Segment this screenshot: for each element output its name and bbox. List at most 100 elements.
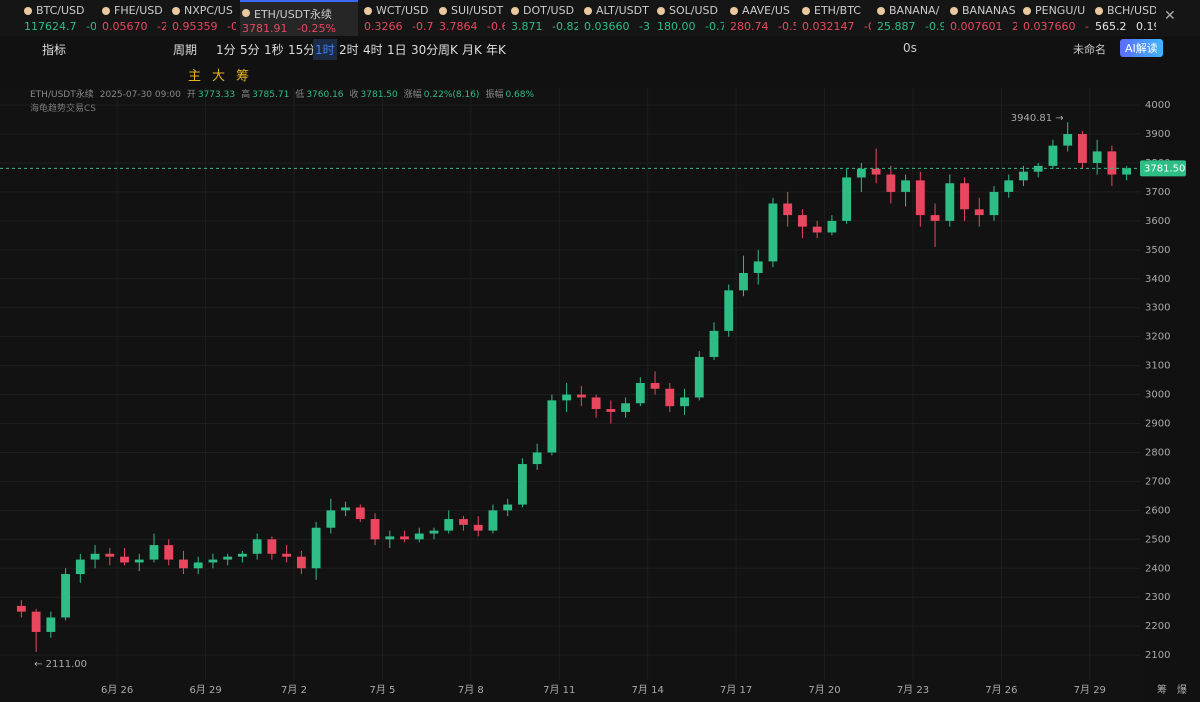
ticker-price: 0.03660 — [584, 20, 630, 33]
candle-body — [562, 394, 572, 401]
info-close: 3781.50 — [360, 90, 398, 100]
ticker-tab[interactable]: BANANA/25.887 -0.9 — [875, 0, 944, 36]
info-change: 0.22%(8.16) — [423, 90, 480, 100]
y-tick-label: 3100 — [1145, 361, 1170, 372]
interval-button[interactable]: 年K — [486, 43, 506, 57]
candle-body — [842, 177, 852, 221]
y-tick-label: 3500 — [1145, 245, 1170, 256]
ticker-tab[interactable]: BTC/USD 117624.7 -0 — [22, 0, 96, 36]
ticker-name: PENGU/U — [1035, 4, 1086, 17]
ticker-change: -2. — [157, 20, 166, 33]
candle-body — [621, 403, 630, 412]
ticker-name: SUI/USDT — [451, 4, 504, 17]
interval-button[interactable]: 1日 — [387, 43, 407, 57]
candle-body — [370, 519, 380, 540]
candle-body — [591, 397, 601, 410]
close-icon[interactable]: ✕ — [1164, 8, 1176, 24]
x-tick-label: 7月 14 — [632, 684, 664, 696]
info-open-label: 开 — [186, 90, 196, 100]
ticker-tab[interactable]: NXPC/US 0.95359 -0.2 — [170, 0, 236, 36]
ticker-tab[interactable]: SUI/USDT 3.7864 -0.6 — [437, 0, 505, 36]
y-tick-label: 2300 — [1145, 592, 1170, 603]
interval-button[interactable]: 2时 — [339, 43, 359, 57]
ai-button[interactable]: AI解读 — [1120, 39, 1163, 57]
candle-body — [680, 397, 689, 407]
tool-label[interactable]: 筹 — [236, 69, 250, 84]
ticker-change: -0.7 — [705, 20, 724, 33]
candle-body — [886, 174, 896, 192]
candle-body — [650, 382, 660, 389]
interval-button[interactable]: 30分 — [411, 43, 439, 57]
candle-body — [576, 394, 586, 398]
candle-body — [105, 553, 115, 557]
y-tick-label: 2400 — [1145, 563, 1170, 574]
ticker-name: BTC/USD — [36, 4, 85, 17]
ticker-dot — [730, 7, 738, 15]
interval-button[interactable]: 4时 — [363, 43, 383, 57]
ticker-tab[interactable]: WCT/USD 0.3266 -0.7 — [362, 0, 433, 36]
x-tick-label: 6月 29 — [189, 684, 221, 696]
layout-name[interactable]: 未命名 — [1073, 43, 1106, 56]
ticker-dot — [24, 7, 32, 15]
info-high-label: 高 — [241, 90, 251, 100]
candle-body — [665, 388, 675, 407]
ticker-name: FHE/USD — [114, 4, 163, 17]
interval-button[interactable]: 1分 — [216, 43, 236, 57]
candle-body — [915, 180, 925, 216]
x-tick-label: 7月 17 — [720, 684, 752, 696]
tool-label[interactable]: 主 — [188, 69, 202, 84]
y-tick-label: 3300 — [1145, 303, 1170, 314]
interval-button[interactable]: 周K — [438, 43, 458, 57]
candle-body — [149, 545, 159, 560]
candle-body — [709, 330, 719, 357]
candle-body — [120, 556, 129, 563]
ticker-price: 3781.91 — [242, 22, 288, 35]
ticker-price: 0.037660 — [1023, 20, 1076, 33]
ticker-price: 280.74 — [730, 20, 769, 33]
x-tick-label: 7月 26 — [985, 684, 1017, 696]
interval-button[interactable]: 1秒 — [264, 43, 284, 57]
candle-body — [901, 180, 910, 192]
indicator-button[interactable]: 指标 — [42, 43, 67, 57]
candle-body — [960, 183, 969, 210]
x-tick-label: 6月 26 — [101, 684, 133, 696]
interval-button[interactable]: 月K — [462, 43, 482, 57]
ticker-tab[interactable]: FHE/USD 0.05670 -2. — [100, 0, 166, 36]
ticker-tab[interactable]: AAVE/US 280.74 -0.5 — [728, 0, 796, 36]
candle-body — [798, 215, 807, 227]
ticker-name: ETH/BTC — [814, 4, 861, 17]
y-tick-label: 3600 — [1145, 216, 1170, 227]
ticker-change: -0.25% — [297, 22, 336, 35]
y-tick-label: 3700 — [1145, 187, 1170, 198]
candle-body — [385, 536, 395, 540]
candle-body — [930, 215, 940, 221]
ticker-tab[interactable]: DOT/USD 3.871 -0.82 — [509, 0, 578, 36]
ticker-change: -3. — [639, 20, 651, 33]
interval-button[interactable]: 5分 — [240, 43, 260, 57]
ticker-tab[interactable]: ALT/USDT 0.03660 -3. — [582, 0, 651, 36]
period-button[interactable]: 周期 — [173, 43, 198, 57]
ticker-name: BANANA/ — [889, 4, 940, 17]
info-low-label: 低 — [295, 90, 305, 100]
candle-body — [1078, 134, 1087, 163]
candle-body — [208, 559, 218, 563]
y-tick-label: 2700 — [1145, 476, 1170, 487]
ticker-change: 2. — [1012, 20, 1017, 33]
ticker-dot — [1095, 7, 1103, 15]
candle-body — [724, 290, 734, 331]
info-open: 3773.33 — [197, 90, 236, 100]
indicator-name[interactable]: 海龟趋势交易CS — [30, 104, 96, 114]
ticker-tab[interactable]: ETH/BTC 0.032147 -0 — [800, 0, 871, 36]
candle-body — [238, 553, 247, 557]
tool-label[interactable]: 大 — [212, 69, 226, 84]
ticker-tab[interactable]: ETH/USDT永续 3781.91 -0.25% — [240, 0, 358, 36]
ticker-tab[interactable]: BCH/USD 565.2 0.19% — [1093, 0, 1156, 36]
ticker-price: 0.05670 — [102, 20, 148, 33]
drawing-tools: 主大筹 — [0, 60, 600, 84]
ticker-tab[interactable]: SOL/USD 180.00 -0.7 — [655, 0, 724, 36]
interval-button[interactable]: 1时 — [313, 39, 337, 60]
ticker-tab[interactable]: PENGU/U 0.037660 -0 — [1021, 0, 1089, 36]
interval-button[interactable]: 15分 — [288, 43, 316, 57]
ticker-tab[interactable]: BANANAS 0.007601 2. — [948, 0, 1017, 36]
